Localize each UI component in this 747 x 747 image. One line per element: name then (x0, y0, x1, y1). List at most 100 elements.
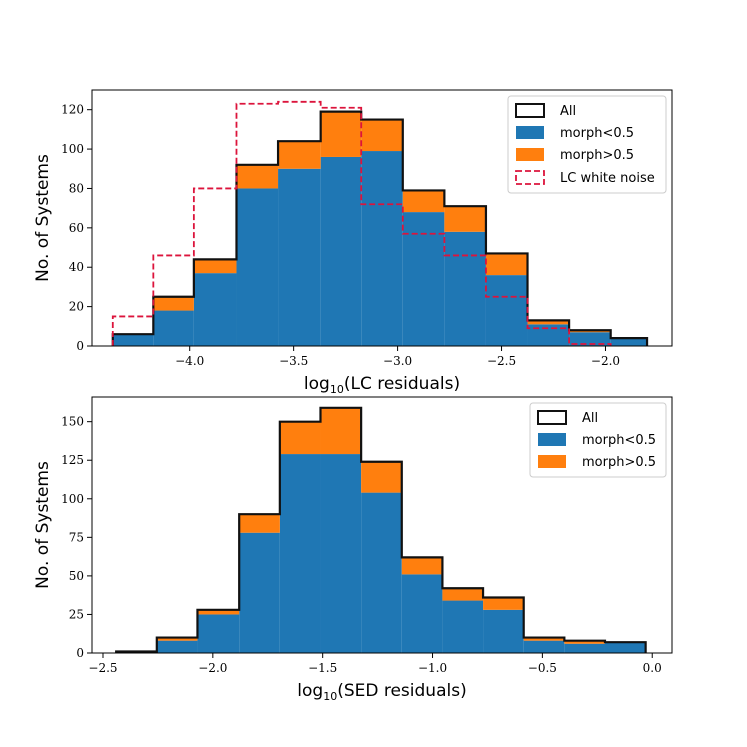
lc-morph-low-bar (569, 332, 611, 346)
sed-x-tick-label: −2.5 (88, 661, 117, 675)
sed-y-tick-label: 100 (61, 492, 84, 506)
lc-y-tick-label: 80 (69, 181, 84, 195)
sed-x-tick-label: −1.5 (308, 661, 337, 675)
legend-morph-high-label: morph>0.5 (582, 455, 656, 470)
legend-morph-low-swatch (538, 433, 566, 446)
sed-x-tick-label: 0.0 (643, 661, 662, 675)
lc-x-tick-label: −2.0 (591, 354, 620, 368)
lc-residuals-panel: −4.0 −3.5 −3.0 −2.5 −2.0 0 20 40 60 80 100 120 log… (33, 89, 673, 396)
legend-morph-high-label: morph>0.5 (560, 148, 634, 163)
sed-morph-low-bar (523, 640, 565, 653)
sed-x-tick-label: −0.5 (528, 661, 557, 675)
lc-morph-high-bar (402, 190, 445, 213)
sed-morph-low-bar (156, 640, 198, 653)
sed-morph-high-bar (483, 597, 524, 610)
sed-morph-low-bar (279, 454, 321, 653)
lc-x-tick-label: −4.0 (175, 354, 204, 368)
sed-x-axis-label: log10(SED residuals) (297, 681, 466, 703)
lc-morph-high-bar (236, 164, 279, 189)
lc-y-ticks: 0 20 40 60 80 100 120 (61, 103, 92, 353)
legend-white-noise-swatch (515, 170, 545, 185)
lc-x-tick-label: −3.0 (383, 354, 412, 368)
sed-axes-frame (91, 396, 673, 654)
sed-morph-low-bar (320, 454, 362, 653)
sed-morph-high-bar (156, 637, 198, 641)
sed-x-tick-label: −1.0 (418, 661, 447, 675)
sed-morph-high-bars (156, 407, 605, 644)
sed-morph-low-bar (483, 609, 524, 653)
legend-all-swatch (537, 410, 567, 425)
lc-morph-low-bar (402, 212, 445, 346)
sed-legend: All morph<0.5 morph>0.5 (529, 402, 667, 478)
lc-x-tick-label: −3.5 (279, 354, 308, 368)
lc-y-tick-label: 100 (61, 142, 84, 156)
sed-morph-high-bar (401, 557, 443, 575)
sed-morph-high-bar (442, 588, 484, 601)
sed-y-ticks: 0 25 50 75 100 125 150 (61, 415, 92, 660)
sed-morph-low-bar (239, 532, 280, 653)
sed-morph-high-bar (564, 640, 605, 644)
sed-y-tick-label: 150 (61, 415, 84, 429)
lc-morph-high-bars (153, 111, 611, 333)
sed-y-tick-label: 25 (69, 607, 84, 621)
lc-morph-high-bar (278, 141, 321, 169)
lc-morph-low-bar (610, 338, 648, 346)
lc-morph-low-bar (485, 275, 528, 346)
lc-morph-low-bar (320, 156, 362, 346)
lc-x-axis-label: log10(LC residuals) (304, 374, 460, 396)
legend-morph-low-label: morph<0.5 (582, 433, 656, 448)
sed-morph-high-bar (239, 514, 280, 533)
lc-axes-frame (91, 89, 673, 347)
legend-morph-low-label: morph<0.5 (560, 126, 634, 141)
sed-morph-high-bar (279, 421, 321, 455)
lc-morph-low-bars (112, 151, 648, 346)
sed-x-tick-label: −2.0 (198, 661, 227, 675)
sed-morph-low-bar (197, 614, 240, 653)
legend-all-swatch (515, 103, 545, 118)
lc-y-tick-label: 120 (61, 103, 84, 117)
lc-morph-high-bar (153, 296, 194, 311)
legend-morph-high-swatch (538, 455, 566, 468)
lc-morph-low-bar (236, 188, 279, 346)
sed-morph-high-bar (523, 637, 565, 641)
lc-legend-box (507, 95, 667, 194)
lc-morph-low-bar (278, 168, 321, 346)
sed-morph-high-bar (320, 407, 362, 455)
legend-all-label: All (560, 104, 576, 119)
lc-morph-low-bar (153, 310, 194, 346)
lc-morph-high-bar (485, 253, 528, 276)
legend-morph-low-swatch (516, 126, 544, 139)
sed-morph-low-bar (361, 492, 402, 653)
lc-morph-low-bar (193, 273, 237, 346)
sed-morph-low-bar (401, 574, 443, 653)
sed-morph-low-bar (442, 600, 484, 653)
sed-morph-high-bar (361, 461, 402, 493)
sed-x-ticks: −2.5 −2.0 −1.5 −1.0 −0.5 0.0 (88, 653, 662, 675)
lc-morph-low-bar (444, 231, 486, 346)
lc-morph-low-bar (112, 334, 154, 346)
lc-morph-high-bar (320, 111, 362, 157)
lc-morph-low-bar (527, 324, 570, 346)
lc-legend: All morph<0.5 morph>0.5 LC white noise (507, 95, 667, 194)
sed-y-axis-label: No. of Systems (33, 461, 53, 589)
lc-y-tick-label: 20 (69, 300, 84, 314)
sed-residuals-panel: −2.5 −2.0 −1.5 −1.0 −0.5 0.0 0 25 50 75 100 125 150… (33, 396, 673, 703)
lc-all-outline (111, 110, 649, 346)
sed-y-tick-label: 75 (69, 530, 84, 544)
legend-white-noise-label: LC white noise (560, 171, 655, 186)
sed-all-outline (115, 406, 647, 653)
sed-morph-low-bars (116, 454, 646, 653)
lc-y-tick-label: 40 (69, 260, 84, 274)
legend-morph-high-swatch (516, 148, 544, 161)
lc-morph-high-bar (193, 259, 237, 274)
sed-y-tick-label: 50 (69, 569, 84, 583)
lc-white-noise-step (111, 100, 612, 346)
lc-y-tick-label: 0 (76, 339, 84, 353)
sed-morph-high-bar (197, 609, 240, 615)
sed-y-tick-label: 125 (61, 453, 84, 467)
sed-morph-low-bar (604, 642, 646, 653)
lc-morph-low-bar (361, 151, 403, 346)
sed-morph-low-bar (564, 643, 605, 653)
lc-y-tick-label: 60 (69, 221, 84, 235)
